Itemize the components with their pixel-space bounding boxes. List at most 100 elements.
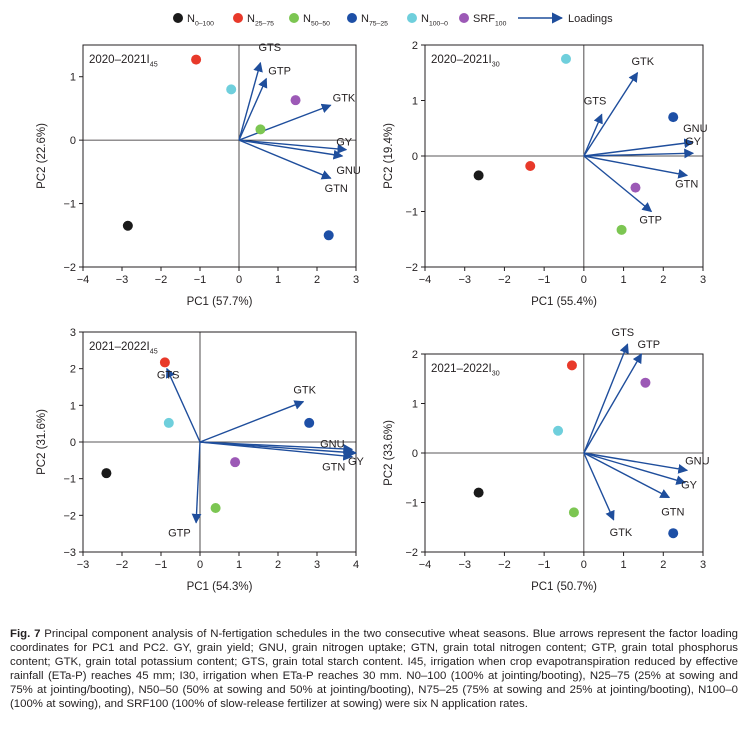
x-tick-label: 2 (660, 559, 666, 571)
point-n50–50 (616, 224, 627, 235)
x-tick-label: 2 (314, 274, 320, 286)
point-n75–25 (304, 417, 315, 428)
loading-label-gts: GTS (258, 42, 281, 54)
y-axis-title: PC2 (19.4%) (383, 123, 395, 189)
panel-title: 2020–2021I45 (89, 54, 158, 68)
chart-panels: −4 −3 −2 −1 0 1 2 3 −2 −1 0 1 PC1 (57.7%) PC2 (22.6%)… (36, 40, 710, 593)
loading-arrow-gtp (583, 155, 653, 213)
x-axis-title: PC1 (54.3%) (187, 581, 253, 593)
y-tick-label: 1 (412, 399, 418, 411)
y-tick-label: 1 (70, 72, 76, 84)
loading-label-gy: GY (348, 456, 365, 468)
loading-label-gy: GY (681, 480, 698, 492)
x-tick-label: −3 (458, 274, 471, 286)
x-tick-label: −1 (194, 274, 207, 286)
point-n0–100 (473, 487, 484, 498)
y-tick-label: 0 (70, 437, 76, 449)
loading-label-gtn: GTN (675, 178, 698, 190)
panel-4: −4 −3 −2 −1 0 1 2 3 −2 −1 0 1 2 PC1 (50.7%) PC2 (33.6%… (383, 327, 710, 593)
loading-arrow-gtn (583, 452, 671, 499)
legend-label-5: SRF100 (473, 13, 507, 27)
loading-label-gnu: GNU (320, 438, 345, 450)
y-tick-label: 3 (70, 327, 76, 339)
x-tick-label: 1 (621, 559, 627, 571)
point-srf100 (630, 182, 641, 193)
x-tick-label: −2 (498, 559, 511, 571)
legend-marker-4 (407, 13, 417, 23)
panel-2: −4 −3 −2 −1 0 1 2 3 −2 −1 0 1 2 PC1 (55.4%) PC2 (19.4%… (383, 40, 708, 308)
pca-figure: N0–100 N25–75 N50–50 N75–25 N100–0 SRF100 Load… (36, 12, 710, 593)
y-tick-label: 2 (412, 349, 418, 361)
point-n25–75 (525, 160, 536, 171)
point-n75–25 (668, 528, 679, 539)
loading-label-gtn: GTN (661, 507, 684, 519)
loading-label-gy: GY (685, 136, 702, 148)
point-srf100 (230, 457, 241, 468)
point-n0–100 (122, 220, 133, 231)
x-tick-label: 1 (275, 274, 281, 286)
panel-1: −4 −3 −2 −1 0 1 2 3 −2 −1 0 1 PC1 (57.7%) PC2 (22.6%)… (36, 42, 361, 308)
x-axis-title: PC1 (57.7%) (187, 296, 253, 308)
loading-arrow-gtn (238, 139, 332, 180)
panel-frame (82, 44, 357, 268)
loading-label-gtk: GTK (610, 527, 633, 539)
y-tick-label: −1 (405, 207, 418, 219)
x-tick-label: 0 (581, 559, 587, 571)
loading-arrow-gtk (238, 103, 332, 141)
loading-arrow-gy (583, 148, 695, 159)
x-tick-label: 4 (353, 559, 359, 571)
loading-label-gtn: GTN (322, 462, 345, 474)
x-tick-label: 2 (660, 274, 666, 286)
y-tick-label: 2 (70, 364, 76, 376)
point-n25–75 (159, 357, 170, 368)
loading-label-gtn: GTN (325, 183, 348, 195)
legend-loadings-label: Loadings (568, 13, 613, 25)
loading-label-gnu: GNU (685, 455, 710, 467)
point-n25–75 (191, 54, 202, 65)
loading-arrow-gtk (583, 452, 615, 521)
x-tick-label: 2 (275, 559, 281, 571)
caption-fig-number: Fig. 7 (10, 628, 41, 640)
legend-marker-0 (173, 13, 183, 23)
point-n75–25 (668, 112, 679, 123)
x-axis-title: PC1 (50.7%) (531, 581, 597, 593)
y-tick-label: −2 (63, 262, 76, 274)
loading-arrow-gy (238, 139, 348, 154)
point-n0–100 (473, 170, 484, 181)
loading-label-gnu: GNU (683, 123, 708, 135)
y-tick-label: −1 (63, 199, 76, 211)
x-tick-label: −1 (538, 274, 551, 286)
y-tick-label: 0 (70, 135, 76, 147)
legend-marker-5 (459, 13, 469, 23)
x-tick-label: −4 (77, 274, 90, 286)
point-n100–0 (226, 84, 237, 95)
point-n50–50 (255, 124, 266, 135)
point-n100–0 (163, 417, 174, 428)
y-tick-label: −3 (63, 547, 76, 559)
point-n100–0 (560, 53, 571, 64)
x-tick-label: −3 (458, 559, 471, 571)
loading-label-gtp: GTP (639, 215, 662, 227)
point-n25–75 (566, 360, 577, 371)
y-tick-label: −2 (405, 262, 418, 274)
legend-label-4: N100–0 (421, 13, 448, 27)
y-axis-title: PC2 (33.6%) (383, 420, 395, 486)
y-tick-label: 0 (412, 448, 418, 460)
loading-arrow-gtn (199, 441, 354, 461)
loading-label-gtk: GTK (333, 92, 356, 104)
legend-label-2: N50–50 (303, 13, 330, 27)
panel-title: 2021–2022I30 (431, 363, 500, 377)
loading-label-gy: GY (336, 137, 353, 149)
y-tick-label: −1 (405, 498, 418, 510)
y-tick-label: 1 (412, 96, 418, 108)
panel-title: 2020–2021I30 (431, 54, 500, 68)
loading-arrow-gtk (199, 400, 305, 443)
loading-arrow-gy (583, 452, 687, 485)
point-srf100 (290, 95, 301, 106)
y-axis-title: PC2 (22.6%) (36, 123, 48, 189)
x-tick-label: 0 (236, 274, 242, 286)
legend-label-3: N75–25 (361, 13, 388, 27)
x-tick-label: −1 (155, 559, 168, 571)
x-tick-label: 3 (700, 559, 706, 571)
loading-label-gtp: GTP (268, 66, 291, 78)
